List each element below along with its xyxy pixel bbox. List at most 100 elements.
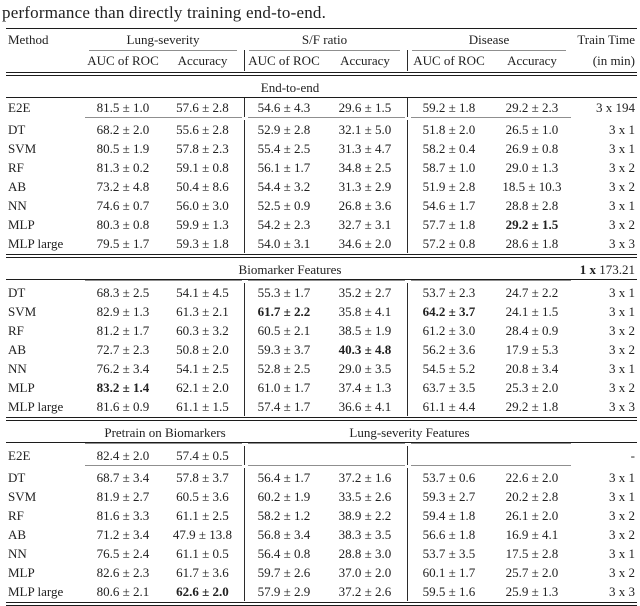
table-row: DT 68.2 ± 2.0 55.6 ± 2.8 52.9 ± 2.8 32.1 ± 5… xyxy=(6,120,637,139)
metric-cell: 61.1 ± 1.5 xyxy=(161,397,245,416)
metric-cell: 61.1 ± 0.5 xyxy=(161,544,245,563)
metric-cell: 25.7 ± 2.0 xyxy=(505,565,559,580)
method-cell: DT xyxy=(8,285,26,300)
metric-cell: 57.4 ± 0.5 xyxy=(161,446,245,465)
metric-cell: 51.8 ± 2.0 xyxy=(422,122,476,137)
method-cell: RF xyxy=(8,508,24,523)
metric-header-accuracy: Accuracy xyxy=(323,50,408,71)
table-row: DT 68.3 ± 2.5 54.1 ± 4.5 55.3 ± 1.7 35.2 ± 2… xyxy=(6,283,637,302)
metric-cell: 82.9 ± 1.3 xyxy=(96,304,150,319)
metric-cell: 38.9 ± 2.2 xyxy=(323,506,408,525)
method-cell: SVM xyxy=(8,489,37,504)
train-time-cell: 3 x 2 xyxy=(609,217,635,232)
metric-cell: 83.2 ± 1.4 xyxy=(96,380,150,395)
metric-cell: 76.5 ± 2.4 xyxy=(96,546,150,561)
metric-cell: 61.7 ± 2.2 xyxy=(257,304,311,319)
train-time-cell: 3 x 2 xyxy=(609,565,635,580)
metric-cell: 20.8 ± 3.4 xyxy=(505,361,559,376)
metric-cell: 57.4 ± 1.7 xyxy=(257,399,311,414)
method-cell: MLP large xyxy=(8,584,64,599)
metric-cell: 22.6 ± 2.0 xyxy=(505,470,559,485)
metric-header-auc: AUC of ROC xyxy=(413,53,485,68)
section-title: Pretrain on Biomarkers xyxy=(104,425,226,440)
column-group-divider-row xyxy=(6,280,637,283)
train-time-cell: 3 x 2 xyxy=(609,160,635,175)
train-time-cell: 3 x 3 xyxy=(609,399,635,414)
metric-cell: 34.6 ± 2.0 xyxy=(323,234,408,253)
train-time-cell: 3 x 1 xyxy=(609,122,635,137)
top-rule xyxy=(6,28,637,29)
double-rule xyxy=(6,254,637,258)
column-group-divider-row xyxy=(6,465,637,468)
metric-cell: 54.0 ± 3.1 xyxy=(257,236,311,251)
section-title: Biomarker Features xyxy=(238,262,342,277)
metric-cell xyxy=(323,446,408,465)
table-row: AB 73.2 ± 4.8 50.4 ± 8.6 54.4 ± 3.2 31.3 ± 2… xyxy=(6,177,637,196)
method-cell: NN xyxy=(8,361,27,376)
metric-cell: 52.5 ± 0.9 xyxy=(257,198,311,213)
metric-cell: 26.8 ± 3.6 xyxy=(323,196,408,215)
metric-cell: 53.7 ± 0.6 xyxy=(422,470,476,485)
train-time-cell: 3 x 3 xyxy=(609,236,635,251)
column-group-divider-row xyxy=(6,117,637,120)
train-time-cell: 3 x 1 xyxy=(609,489,635,504)
table-row: DT 68.7 ± 3.4 57.8 ± 3.7 56.4 ± 1.7 37.2 ± 1… xyxy=(6,468,637,487)
column-group-divider xyxy=(85,465,242,466)
train-time-column-header: Train Time xyxy=(577,32,635,47)
metric-cell: 31.3 ± 4.7 xyxy=(323,139,408,158)
metric-cell: 29.6 ± 1.5 xyxy=(323,98,408,117)
column-group-divider xyxy=(248,465,405,466)
section-header-row: End-to-end xyxy=(6,78,637,97)
method-cell: NN xyxy=(8,198,27,213)
method-cell: NN xyxy=(8,546,27,561)
metric-header-auc: AUC of ROC xyxy=(87,53,159,68)
metric-cell: 37.0 ± 2.0 xyxy=(323,563,408,582)
train-time-cell: - xyxy=(630,448,635,463)
section-rule xyxy=(6,279,637,280)
metric-cell: 82.6 ± 2.3 xyxy=(96,565,150,580)
train-time-cell: 3 x 2 xyxy=(609,527,635,542)
metric-cell: 59.3 ± 3.7 xyxy=(257,342,311,357)
metric-cell: 38.3 ± 3.5 xyxy=(323,525,408,544)
caption-text: performance than directly training end-t… xyxy=(2,3,327,22)
train-time-cell: 3 x 1 xyxy=(609,361,635,376)
metric-cell: 61.2 ± 3.0 xyxy=(422,323,476,338)
table-row: MLP 80.3 ± 0.8 59.9 ± 1.3 54.2 ± 2.3 32.7 ± … xyxy=(6,215,637,234)
metric-cell: 57.8 ± 3.7 xyxy=(161,468,245,487)
metric-cell: 24.7 ± 2.2 xyxy=(505,285,559,300)
metric-cell: 29.0 ± 3.5 xyxy=(323,359,408,378)
section-title: End-to-end xyxy=(260,80,320,95)
metric-cell: 61.1 ± 4.4 xyxy=(422,399,476,414)
train-time-cell: 3 x 194 xyxy=(596,100,635,115)
metric-cell: 40.3 ± 4.8 xyxy=(323,340,408,359)
metric-header-auc: AUC of ROC xyxy=(248,53,320,68)
metric-cell: 82.4 ± 2.0 xyxy=(96,448,150,463)
double-rule xyxy=(6,602,637,606)
metric-cell: 54.4 ± 3.2 xyxy=(257,179,311,194)
group-header-lung-severity: Lung-severity xyxy=(89,28,237,51)
section-header-row: Pretrain on Biomarkers Lung-severity Feat… xyxy=(6,423,637,442)
metric-cell: 57.6 ± 2.8 xyxy=(161,98,245,117)
train-time-cell: 3 x 1 xyxy=(609,285,635,300)
metric-cell: 71.2 ± 3.4 xyxy=(96,527,150,542)
metric-cell: 81.3 ± 0.2 xyxy=(96,160,150,175)
train-time-cell: 3 x 2 xyxy=(609,342,635,357)
metric-cell: 52.8 ± 2.5 xyxy=(257,361,311,376)
metric-cell xyxy=(490,446,574,465)
metric-cell: 81.9 ± 2.7 xyxy=(96,489,150,504)
metric-cell: 81.5 ± 1.0 xyxy=(96,100,150,115)
train-time-cell: 3 x 2 xyxy=(609,508,635,523)
train-time-cell: 3 x 2 xyxy=(609,179,635,194)
metric-cell: 62.6 ± 2.0 xyxy=(161,582,245,601)
metric-cell: 80.5 ± 1.9 xyxy=(96,141,150,156)
table-row: SVM 81.9 ± 2.7 60.5 ± 3.6 60.2 ± 1.9 33.5 ± … xyxy=(6,487,637,506)
group-header-sf-ratio: S/F ratio xyxy=(249,28,400,51)
metric-cell: 54.1 ± 4.5 xyxy=(161,283,245,302)
metric-cell: 60.5 ± 2.1 xyxy=(257,323,311,338)
metric-cell: 37.4 ± 1.3 xyxy=(323,378,408,397)
metric-cell: 16.9 ± 4.1 xyxy=(505,527,559,542)
table-row: MLP 82.6 ± 2.3 61.7 ± 3.6 59.7 ± 2.6 37.0 ± … xyxy=(6,563,637,582)
metric-cell: 62.1 ± 2.0 xyxy=(161,378,245,397)
metric-cell: 57.2 ± 0.8 xyxy=(422,236,476,251)
metric-cell: 56.4 ± 1.7 xyxy=(257,470,311,485)
